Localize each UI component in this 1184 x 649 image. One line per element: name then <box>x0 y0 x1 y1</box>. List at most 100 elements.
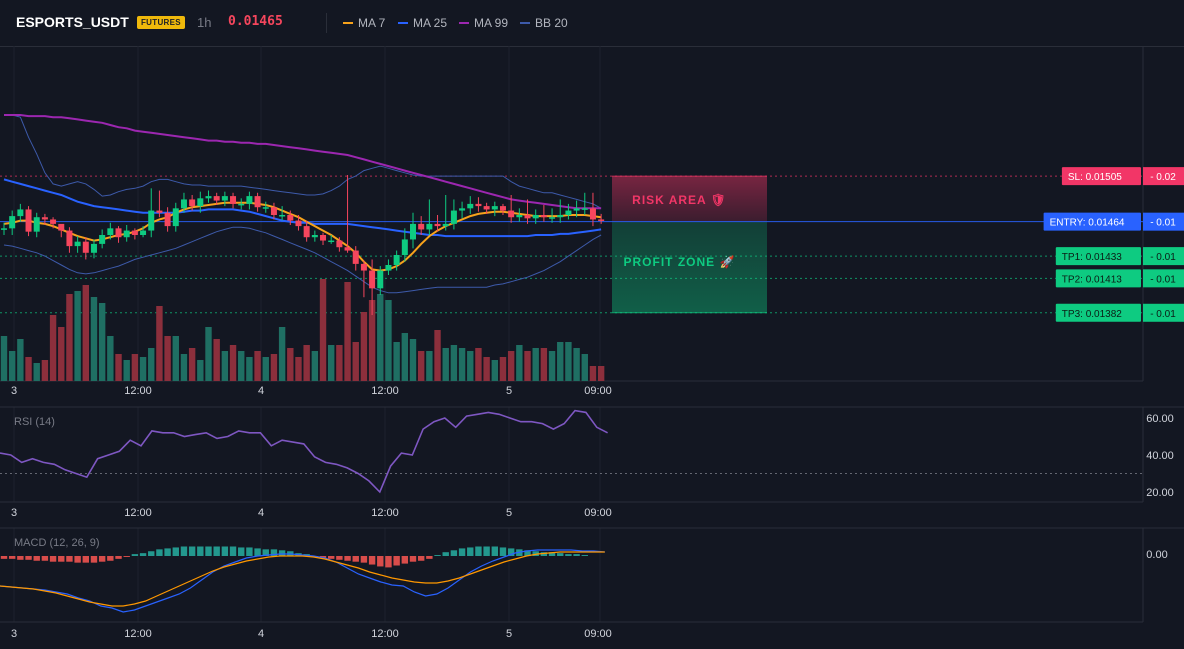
level-tag <box>1061 167 1141 186</box>
candle-body <box>279 215 286 217</box>
candle-body <box>442 223 449 227</box>
macd-histogram-bar <box>532 551 539 556</box>
candle-body <box>385 265 392 271</box>
candle-body <box>90 243 97 253</box>
volume-bar <box>74 291 81 381</box>
risk-area-zone <box>612 176 767 222</box>
macd-histogram-bar <box>221 546 229 556</box>
macd-histogram-bar <box>581 555 588 556</box>
macd-histogram-bar <box>49 556 57 562</box>
legend-bb20[interactable]: BB 20 <box>520 16 568 30</box>
macd-histogram-bar <box>58 556 65 562</box>
macd-histogram-bar <box>156 549 163 556</box>
macd-histogram-bar <box>41 556 49 561</box>
macd-histogram-bar <box>139 553 147 556</box>
rsi-tick-label: 20.00 <box>1146 487 1174 499</box>
x-axis-tick-label: 12:00 <box>371 628 399 640</box>
candle-body <box>172 208 179 227</box>
volume-bar <box>491 360 498 381</box>
volume-bar <box>426 351 433 381</box>
candle-body <box>393 255 400 265</box>
volume-bar <box>507 351 515 381</box>
macd-histogram-bar <box>548 552 556 556</box>
volume-bar <box>41 360 49 381</box>
macd-histogram-bar <box>385 556 392 568</box>
macd-histogram-bar <box>90 556 98 563</box>
candle-body <box>508 210 515 218</box>
level-tag-label: SL: 0.01505 <box>1068 172 1122 183</box>
level-pct-tag <box>1143 269 1184 288</box>
volume-bar <box>148 348 155 381</box>
level-pct-label: - 0.01 <box>1150 309 1176 320</box>
macd-histogram-bar <box>565 554 572 556</box>
macd-histogram-bar <box>164 548 171 556</box>
candle-body <box>66 230 73 247</box>
volume-bar <box>221 351 229 381</box>
macd-histogram-bar <box>74 556 81 563</box>
candle-body <box>9 216 16 229</box>
legend-ma99[interactable]: MA 99 <box>459 16 508 30</box>
candle-body <box>189 199 196 207</box>
volume-bar <box>107 336 114 381</box>
macd-histogram-bar <box>246 547 253 556</box>
legend-swatch <box>459 21 469 24</box>
macd-histogram-bar <box>131 554 139 556</box>
symbol-name[interactable]: ESPORTS_USDT <box>16 14 129 30</box>
candle-body <box>295 220 302 227</box>
volume-bar <box>246 357 253 381</box>
macd-histogram-bar <box>328 556 335 559</box>
macd-tick-label: 0.00 <box>1146 549 1167 561</box>
timeframe-selector[interactable]: 1h <box>197 15 212 30</box>
macd-histogram-bar <box>115 556 122 559</box>
macd-histogram-bar <box>238 547 245 556</box>
volume-bar <box>66 294 73 381</box>
volume-bar <box>188 348 196 381</box>
level-pct-tag <box>1143 212 1184 231</box>
candle-body <box>221 196 228 201</box>
volume-bar <box>229 345 237 381</box>
bb20-upper-line <box>4 114 602 209</box>
risk-area-label: RISK AREA 🛡 <box>632 193 727 207</box>
candle-body <box>270 207 277 215</box>
volume-bar <box>516 345 523 381</box>
macd-histogram-bar <box>499 547 507 556</box>
macd-histogram-bar <box>409 556 417 562</box>
macd-histogram-bar <box>417 556 425 561</box>
macd-histogram-bar <box>270 549 278 556</box>
macd-histogram-bar <box>0 556 8 559</box>
candle-body <box>434 223 441 227</box>
candle-body <box>589 208 596 220</box>
candle-body <box>164 212 171 227</box>
volume-bar <box>213 339 220 381</box>
candle-body <box>205 196 212 199</box>
candle-body <box>140 230 147 235</box>
x-axis-tick-label: 09:00 <box>584 628 612 640</box>
legend-ma7[interactable]: MA 7 <box>343 16 385 30</box>
candle-body <box>336 240 343 248</box>
volume-bar <box>450 345 458 381</box>
x-axis-tick-label: 12:00 <box>124 628 152 640</box>
legend-ma25[interactable]: MA 25 <box>398 16 447 30</box>
candle-body <box>156 210 163 213</box>
volume-bar <box>352 342 359 381</box>
macd-histogram-bar <box>377 556 384 567</box>
volume-bar <box>172 336 179 381</box>
volume-bar <box>532 348 539 381</box>
candle-body <box>311 235 318 238</box>
x-axis-tick-label: 12:00 <box>371 385 399 397</box>
candle-body <box>25 209 32 232</box>
volume-bar <box>483 357 490 381</box>
volume-bar <box>589 366 597 381</box>
candle-body <box>532 215 539 219</box>
candle-body <box>418 223 425 230</box>
candle-body <box>148 210 155 231</box>
volume-bar <box>139 357 147 381</box>
candle-body <box>58 223 65 231</box>
macd-histogram-bar <box>8 556 16 559</box>
macd-histogram-bar <box>33 556 40 561</box>
x-axis-tick-label: 3 <box>11 385 17 397</box>
volume-bar <box>319 279 327 381</box>
macd-histogram-bar <box>458 548 466 556</box>
macd-histogram-bar <box>319 556 327 558</box>
